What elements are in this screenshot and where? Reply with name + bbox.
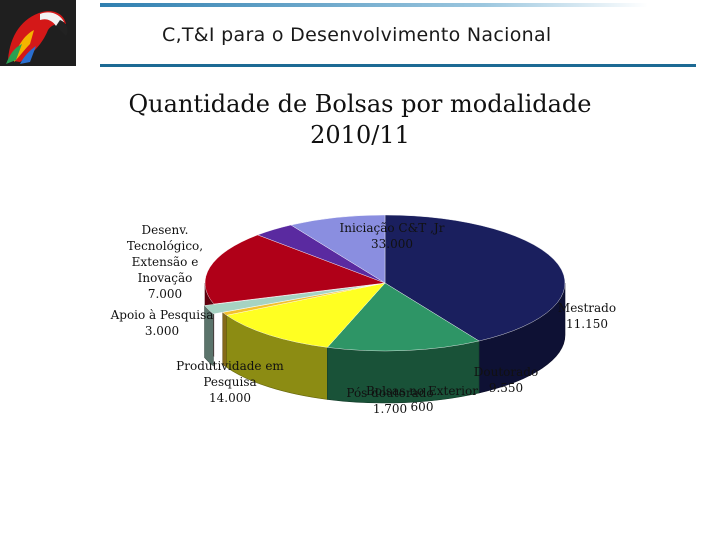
slice-label: Apoio à Pesquisa 3.000 bbox=[110, 308, 214, 338]
pie-slice bbox=[204, 284, 376, 315]
pie-slice bbox=[290, 214, 386, 284]
slice-label: Desenv. Tecnológico, Extensão e Inovação 7.0… bbox=[127, 223, 203, 301]
slice-label: Doutorado 9.550 bbox=[474, 365, 538, 395]
pie-slice bbox=[326, 282, 480, 352]
pie-slice bbox=[384, 214, 566, 342]
slice-label: Mestrado 11.150 bbox=[558, 301, 616, 331]
header-bottom-rule bbox=[100, 64, 696, 67]
header-top-rule bbox=[100, 3, 648, 7]
pie-slice bbox=[204, 234, 386, 305]
header-title: C,T&I para o Desenvolvimento Nacional bbox=[162, 24, 552, 46]
macaw-logo-icon bbox=[0, 0, 76, 66]
chart-subtitle: 2010/11 bbox=[310, 121, 410, 149]
slice-label: Iniciação C&T ,Jr 33.000 bbox=[340, 221, 445, 251]
chart-title: Quantidade de Bolsas por modalidade bbox=[128, 90, 592, 118]
slice-label: Bolsas no Exterior 600 bbox=[366, 384, 478, 414]
slice-label: Produtividade em Pesquisa 14.000 bbox=[176, 359, 284, 405]
slice-label: Pós doutorado 1.700 bbox=[346, 386, 433, 416]
pie-slice bbox=[226, 282, 386, 348]
